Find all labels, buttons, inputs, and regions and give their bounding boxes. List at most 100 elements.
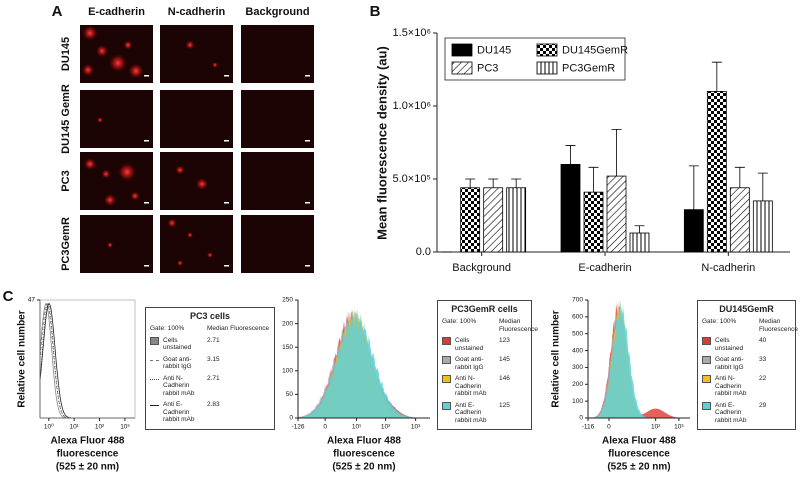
x-axis-title: fluorescence bbox=[608, 449, 670, 460]
legend-swatch bbox=[442, 337, 451, 346]
legend-label: Anti E-Cadherin rabbit mAb bbox=[455, 401, 487, 424]
y-tick-label: 200 bbox=[572, 381, 583, 388]
legend-label: PC3 bbox=[477, 62, 498, 74]
legend-swatch bbox=[442, 375, 451, 384]
legend-row: Anti N-Cadherin rabbit mAb 22 bbox=[702, 375, 791, 397]
legend-label: PC3GemR bbox=[562, 62, 615, 74]
x-tick-label: 10³ bbox=[411, 424, 421, 431]
legend-swatch bbox=[702, 356, 711, 365]
y-tick-label: 0 bbox=[579, 415, 583, 422]
legend-median: 2.71 bbox=[207, 336, 220, 344]
legend-swatch bbox=[150, 359, 159, 361]
legend-header: Gate: 100% Median Fluorescence bbox=[442, 318, 538, 333]
scale-bar bbox=[224, 140, 229, 142]
micrograph bbox=[160, 90, 233, 148]
legend-label: Anti N-Cadherin rabbit mAb bbox=[455, 375, 487, 398]
error-bar bbox=[711, 61, 722, 92]
row-label: DU145 GemR bbox=[60, 84, 72, 154]
scale-bar bbox=[144, 140, 149, 142]
scale-bar bbox=[305, 75, 310, 77]
scale-bar bbox=[305, 140, 310, 142]
legend-swatch bbox=[442, 401, 451, 410]
legend-row: Goat anti-rabbit IgG 145 bbox=[442, 356, 527, 371]
y-tick-label: 500 bbox=[572, 330, 583, 337]
y-tick-label: 50 bbox=[286, 391, 294, 398]
legend-row: Anti E-Cadherin rabbit mAb 2.83 bbox=[150, 401, 270, 423]
y-tick-label: 300 bbox=[572, 364, 583, 371]
y-tick-label: 47 bbox=[28, 297, 36, 304]
y-tick-label: 0 bbox=[289, 415, 293, 422]
cell-signal bbox=[195, 177, 209, 191]
y-tick-label: 1.5×10⁶ bbox=[393, 27, 431, 39]
panel-label: C bbox=[3, 288, 14, 305]
histogram-outline bbox=[39, 303, 135, 419]
cell-signal bbox=[96, 116, 104, 124]
x-tick-label: 10¹ bbox=[352, 424, 362, 431]
bar bbox=[583, 191, 604, 253]
bar bbox=[629, 232, 650, 253]
x-tick-label: 10¹ bbox=[69, 424, 79, 431]
cell-signal bbox=[101, 169, 111, 179]
error-bar bbox=[488, 178, 499, 188]
median-header: Median Fluorescence bbox=[499, 318, 539, 333]
legend-label: Anti N-Cadherin rabbit mAb bbox=[163, 374, 195, 397]
cell-signal bbox=[117, 162, 137, 182]
legend-swatch bbox=[451, 43, 473, 57]
error-bar bbox=[565, 145, 576, 165]
legend-swatch bbox=[150, 336, 159, 345]
legend-swatch bbox=[451, 61, 473, 75]
legend-swatch bbox=[702, 401, 711, 410]
cell-signal bbox=[103, 193, 117, 207]
legend-box: PC3GemR cells Gate: 100% Median Fluorescen… bbox=[437, 300, 538, 430]
y-tick-label: 0.0 bbox=[416, 246, 431, 258]
legend-median: 22 bbox=[759, 375, 767, 383]
y-tick-label: 600 bbox=[572, 314, 583, 321]
legend-median: 33 bbox=[759, 356, 767, 364]
x-tick-label: -116 bbox=[582, 424, 595, 431]
gate-label: Gate: 100% bbox=[702, 318, 737, 326]
legend-label: Goat anti-rabbit IgG bbox=[715, 356, 744, 371]
x-tick-label: 10² bbox=[651, 424, 661, 431]
legend-label: Cells unstained bbox=[715, 337, 744, 352]
scale-bar bbox=[305, 265, 310, 267]
legend-row: Cells unstained 123 bbox=[442, 337, 527, 352]
bar bbox=[483, 187, 504, 253]
legend-label: Cells unstained bbox=[455, 337, 484, 352]
legend-label: Anti E-Cadherin rabbit mAb bbox=[163, 401, 195, 424]
legend-title: PC3 cells bbox=[189, 311, 231, 321]
x-axis-title: (525 ± 20 nm) bbox=[332, 462, 395, 473]
x-axis-title: Alexa Fluor 488 bbox=[51, 436, 125, 447]
y-tick-label: 100 bbox=[572, 398, 583, 405]
bar bbox=[706, 91, 727, 253]
legend-label: Goat anti-rabbit IgG bbox=[163, 355, 192, 371]
micrograph bbox=[241, 90, 314, 148]
cell-signal bbox=[186, 231, 194, 239]
legend-box: DU145GemR Gate: 100% Median Fluorescence Ce… bbox=[697, 300, 798, 430]
histogram-fill bbox=[298, 308, 430, 418]
cell-signal bbox=[81, 63, 95, 77]
legend-label: Anti N-Cadherin rabbit mAb bbox=[715, 375, 747, 398]
legend-header: Gate: 100% Median Fluorescence bbox=[150, 325, 270, 332]
x-axis-title: fluorescence bbox=[57, 449, 119, 460]
legend-box: PC3 cells Gate: 100% Median Fluorescence Ce… bbox=[145, 307, 275, 430]
micrograph bbox=[241, 215, 314, 273]
x-tick-label: 10³ bbox=[674, 424, 684, 431]
y-tick-label: 150 bbox=[282, 344, 293, 351]
scale-bar bbox=[144, 75, 149, 77]
bar bbox=[506, 187, 527, 253]
histogram-outline bbox=[39, 303, 135, 419]
y-tick-label: 200 bbox=[282, 320, 293, 327]
legend-row: Cells unstained 40 bbox=[702, 337, 791, 352]
histogram-fill bbox=[588, 300, 690, 418]
cell-signal bbox=[108, 53, 128, 73]
gate-label: Gate: 100% bbox=[150, 325, 185, 333]
median-header: Median Fluorescence bbox=[207, 325, 270, 333]
error-bar bbox=[588, 166, 599, 193]
y-tick-label: 1.0×10⁶ bbox=[393, 100, 431, 112]
cell-signal bbox=[130, 191, 140, 201]
micrograph bbox=[80, 215, 153, 273]
scale-bar bbox=[224, 265, 229, 267]
bar bbox=[460, 187, 481, 253]
column-header: E-cadherin bbox=[88, 6, 145, 18]
cell-signal bbox=[176, 259, 184, 267]
